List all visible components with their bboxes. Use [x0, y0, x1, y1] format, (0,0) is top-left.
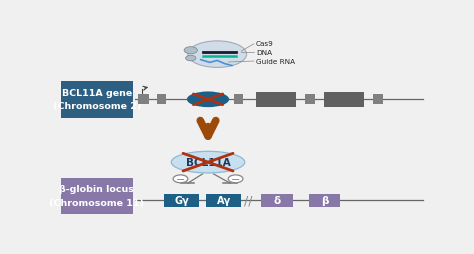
FancyBboxPatch shape — [61, 81, 133, 118]
FancyBboxPatch shape — [309, 195, 340, 207]
Ellipse shape — [171, 152, 245, 173]
FancyBboxPatch shape — [61, 179, 133, 215]
FancyBboxPatch shape — [324, 92, 364, 107]
Text: −: − — [231, 174, 240, 184]
Text: Gγ: Gγ — [174, 196, 189, 206]
FancyBboxPatch shape — [305, 95, 315, 105]
Text: BCL11A gene
(Chromosome 2): BCL11A gene (Chromosome 2) — [53, 89, 141, 111]
FancyBboxPatch shape — [206, 194, 241, 208]
Text: δ: δ — [273, 196, 281, 206]
Circle shape — [186, 56, 196, 61]
Text: Aγ: Aγ — [217, 196, 231, 206]
Text: Guide RNA: Guide RNA — [256, 59, 295, 65]
FancyBboxPatch shape — [164, 194, 199, 208]
FancyBboxPatch shape — [156, 95, 166, 105]
Text: //: // — [244, 194, 252, 207]
Circle shape — [228, 175, 243, 183]
Circle shape — [173, 175, 188, 183]
Text: β-globin locus
(Chromosome 11): β-globin locus (Chromosome 11) — [49, 185, 145, 207]
FancyBboxPatch shape — [234, 95, 243, 105]
FancyBboxPatch shape — [256, 92, 296, 107]
FancyBboxPatch shape — [261, 195, 292, 207]
Ellipse shape — [188, 42, 246, 68]
Text: β: β — [321, 196, 328, 206]
FancyBboxPatch shape — [374, 95, 383, 105]
Text: BCL11A: BCL11A — [186, 157, 230, 167]
Text: Cas9: Cas9 — [256, 41, 273, 47]
Text: DNA: DNA — [256, 50, 272, 56]
FancyBboxPatch shape — [138, 95, 149, 105]
Text: −: − — [176, 174, 185, 184]
Ellipse shape — [187, 92, 229, 108]
Circle shape — [184, 47, 197, 55]
